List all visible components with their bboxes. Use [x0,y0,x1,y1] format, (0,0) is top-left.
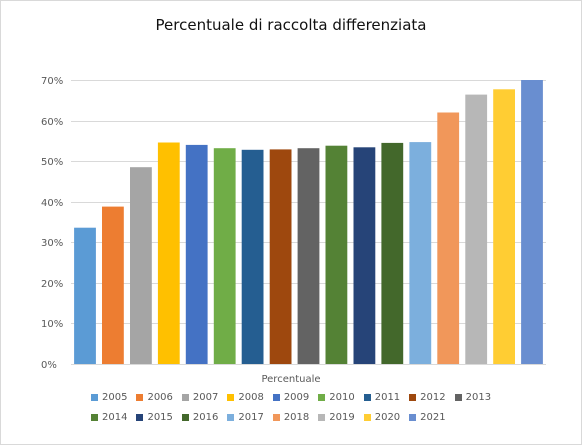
legend-item-2019: 2019 [318,410,355,424]
y-tick-label: 0% [41,360,57,371]
bar-2012 [269,149,292,364]
chart-title: Percentuale di raccolta differenziata [155,16,427,34]
legend-item-2013: 2013 [454,390,492,404]
bar-2018 [437,112,460,364]
legend-swatch [181,393,189,401]
y-tick-label: 10% [41,319,63,330]
legend-label: 2017 [238,411,264,423]
bar-2009 [185,144,208,364]
legend-label: 2020 [374,411,401,423]
legend-swatch [363,413,371,421]
bar-2014 [325,145,348,364]
y-tick-label: 60% [41,117,63,128]
legend-item-2010: 2010 [318,390,355,404]
legend-item-2012: 2012 [409,390,446,404]
legend-swatch [91,393,98,401]
legend-label: 2011 [374,391,401,403]
legend-label: 2015 [147,411,173,423]
legend-swatch [136,413,144,421]
legend-swatch [136,393,144,401]
legend: 2005 2006 2007 2008 2009 2010 2011 2012 2013 2014… [91,390,511,424]
bar-2013 [297,148,320,364]
legend-swatch [318,393,326,401]
legend-label: 2012 [420,391,446,403]
y-tick-label: 70% [41,76,63,87]
legend-swatch [272,393,280,401]
legend-item-2020: 2020 [363,410,401,424]
legend-item-2006: 2006 [136,390,173,404]
y-tick-label: 40% [41,198,63,209]
legend-label: 2018 [283,411,310,423]
legend-swatch [91,413,98,421]
legend-item-2009: 2009 [272,390,310,404]
legend-item-2008: 2008 [227,390,264,404]
legend-swatch [454,393,462,401]
bar-2006 [102,206,124,364]
bar-2011 [241,149,264,364]
legend-item-2015: 2015 [136,410,173,424]
legend-swatch [318,413,326,421]
bar-2008 [157,142,180,364]
legend-item-2007: 2007 [181,390,219,404]
legend-item-2011: 2011 [363,390,401,404]
legend-item-2021: 2021 [409,410,446,424]
legend-swatch [181,413,189,421]
bar-2021 [521,80,543,364]
legend-label: 2016 [192,411,219,423]
legend-label: 2014 [102,411,128,423]
bar-2017 [409,142,432,364]
legend-item-2016: 2016 [181,410,219,424]
legend-item-2018: 2018 [272,410,310,424]
legend-label: 2008 [238,391,264,403]
bar-2007 [130,167,152,364]
bar-2005 [74,227,96,364]
bar-2015 [353,147,376,364]
legend-swatch [227,393,235,401]
bar-2010 [213,148,236,364]
bar-2020 [493,89,515,365]
legend-label: 2021 [420,411,446,423]
legend-item-2017: 2017 [227,410,264,424]
legend-label: 2006 [147,391,173,403]
legend-swatch [363,393,371,401]
legend-swatch [227,413,235,421]
legend-label: 2005 [102,391,128,403]
y-tick-label: 30% [41,238,63,249]
legend-label: 2009 [283,391,310,403]
legend-item-2005: 2005 [91,390,127,404]
legend-swatch [409,413,417,421]
legend-label: 2010 [329,391,355,403]
y-tick-label: 20% [41,279,63,290]
legend-swatch [272,413,280,421]
bar-2019 [465,94,488,364]
legend-swatch [409,393,417,401]
legend-label: 2007 [192,391,219,403]
x-axis-label: Percentuale [261,374,321,385]
legend-label: 2013 [465,391,492,403]
legend-item-2014: 2014 [91,410,127,424]
legend-label: 2019 [329,411,355,423]
bar-2016 [381,142,404,364]
y-tick-label: 50% [41,157,63,168]
